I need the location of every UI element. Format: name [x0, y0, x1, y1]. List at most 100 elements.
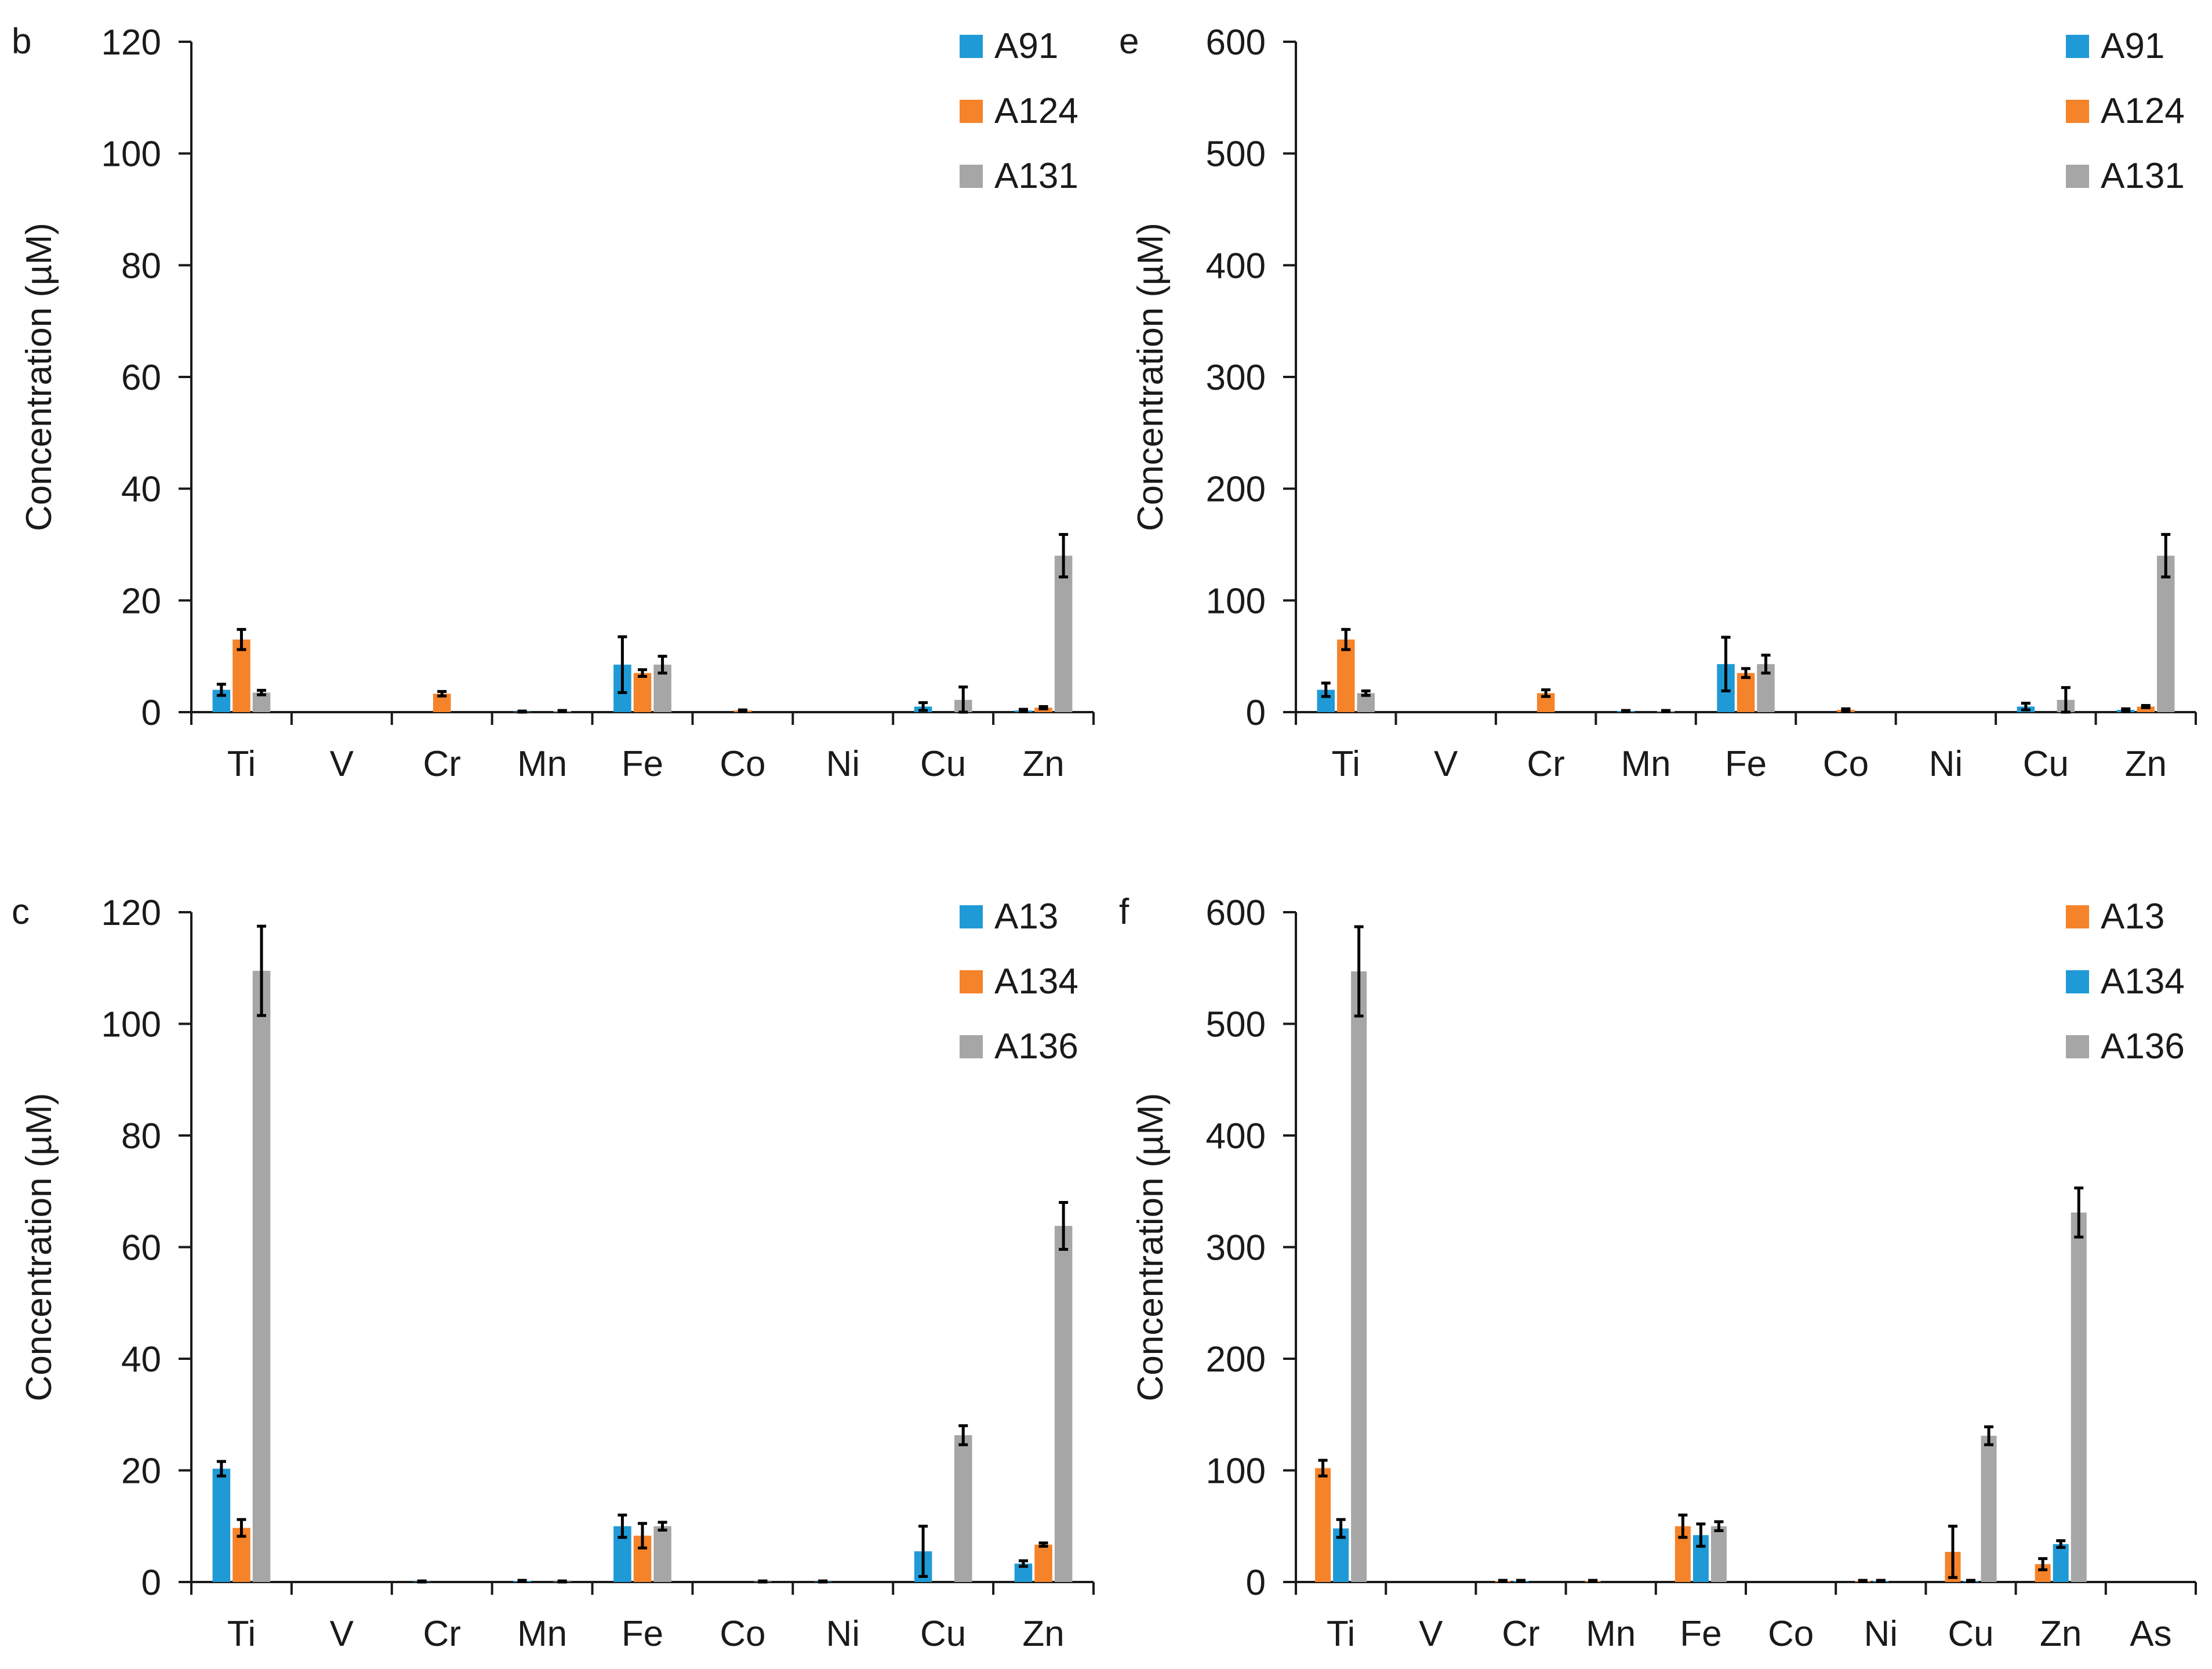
- x-tick-label: Ni: [826, 744, 860, 784]
- x-tick-label: Mn: [517, 744, 567, 784]
- y-tick-label: 600: [1206, 893, 1266, 933]
- bar-A136-Ti: [252, 971, 271, 1582]
- x-tick-label: Ni: [826, 1614, 860, 1654]
- bar-A136-Cu: [1981, 1435, 1997, 1582]
- series-A13: [212, 1460, 1033, 1584]
- y-tick-label: 500: [1206, 1005, 1266, 1045]
- bar-A131-Zn: [2157, 556, 2175, 712]
- chart-panel-e: e 0 100 200 300 400 500 600 Concentration (µM) Ti…: [1119, 21, 2197, 784]
- bar-A124-Ti: [233, 639, 250, 712]
- x-tick-label: Co: [1768, 1614, 1814, 1654]
- y-tick-label: 0: [1246, 693, 1266, 733]
- y-tick-label: 60: [121, 1228, 161, 1268]
- x-tick-label: Cu: [920, 1614, 966, 1654]
- legend-swatch: [2066, 35, 2089, 58]
- x-tick-label: Cu: [2023, 744, 2069, 784]
- y-tick-label: 100: [101, 135, 161, 175]
- chart-panel-f: f 0 100 200 300 400 500 600 Concentration (µM) Ti…: [1119, 892, 2197, 1654]
- x-tick-label: As: [2130, 1614, 2171, 1654]
- x-tick-label: V: [330, 1614, 354, 1654]
- x-tick-label: Cr: [1502, 1614, 1539, 1654]
- series-A131: [1357, 533, 2175, 714]
- legend-label: A131: [994, 156, 1078, 196]
- legend-swatch: [2066, 165, 2089, 188]
- y-tick-label: 0: [1246, 1563, 1266, 1603]
- y-axis-title: Concentration (µM): [1131, 223, 1171, 531]
- legend-swatch: [2066, 100, 2089, 123]
- series-A136: [252, 924, 1073, 1584]
- x-tick-label: Ni: [1929, 744, 1963, 784]
- bar-A134-Zn: [1034, 1544, 1052, 1582]
- legend-label: A124: [994, 91, 1078, 131]
- series-A91: [1317, 636, 2135, 713]
- chart-panel-c: c 0 20 40 60 80 100 120 Concentration (µM) Ti V Cr M…: [12, 892, 1095, 1654]
- x-tick-label: Mn: [517, 1614, 567, 1654]
- y-tick-label: 20: [121, 1452, 161, 1492]
- panel-label: b: [12, 21, 31, 61]
- chart-panel-b: b 0 20 40 60 80 100 120 Concentration (µM) Ti V Cr M…: [12, 21, 1095, 784]
- legend-swatch: [960, 970, 983, 993]
- y-tick-label: 400: [1206, 246, 1266, 286]
- x-tick-label: Ni: [1864, 1614, 1898, 1654]
- x-tick-label: Fe: [622, 1614, 663, 1654]
- x-tick-label: Mn: [1586, 1614, 1636, 1654]
- panel-label: f: [1119, 892, 1129, 932]
- y-tick-label: 80: [121, 1116, 161, 1156]
- x-tick-label: Co: [720, 1614, 765, 1654]
- legend: A91 A124 A131: [960, 26, 1078, 196]
- y-tick-label: 0: [141, 693, 161, 733]
- legend-label: A91: [2101, 26, 2164, 66]
- x-tick-label: Ti: [227, 744, 256, 784]
- legend-label: A124: [2101, 91, 2185, 131]
- y-tick-label: 80: [121, 246, 161, 286]
- x-tick-label: Cr: [423, 1614, 461, 1654]
- bar-A136-Ti: [1351, 971, 1367, 1582]
- series-A134: [1333, 1518, 2069, 1583]
- bar-A136-Fe: [653, 1526, 671, 1582]
- legend: A13 A134 A136: [960, 897, 1078, 1066]
- bar-A136-Cu: [954, 1435, 972, 1582]
- panel-label: e: [1119, 21, 1139, 61]
- legend-label: A91: [994, 26, 1058, 66]
- y-tick-label: 100: [101, 1005, 161, 1045]
- x-tick-label: Fe: [1725, 744, 1767, 784]
- series-A131: [252, 533, 1073, 714]
- y-tick-label: 0: [141, 1563, 161, 1603]
- bar-A134-Zn: [2053, 1544, 2069, 1582]
- x-tick-label: V: [330, 744, 354, 784]
- bar-A136-Zn: [1054, 1225, 1073, 1582]
- y-tick-label: 200: [1206, 470, 1266, 510]
- bar-A13-Ti: [212, 1468, 231, 1582]
- bar-A131-Zn: [1054, 556, 1073, 712]
- series-A91: [212, 635, 1033, 714]
- bar-A124-Fe: [1737, 673, 1755, 712]
- y-tick-label: 100: [1206, 1452, 1266, 1492]
- x-tick-label: Cu: [920, 744, 966, 784]
- x-tick-label: Ti: [227, 1614, 256, 1654]
- x-tick-label: Mn: [1621, 744, 1670, 784]
- series-A124: [233, 627, 1052, 713]
- legend-label: A13: [994, 897, 1058, 937]
- x-tick-label: Ti: [1332, 744, 1360, 784]
- x-tick-label: V: [1419, 1614, 1443, 1654]
- x-tick-label: Cu: [1948, 1614, 1993, 1654]
- y-tick-label: 40: [121, 470, 161, 510]
- x-tick-label: Cr: [1527, 744, 1564, 784]
- legend-label: A136: [994, 1026, 1078, 1066]
- y-tick-label: 20: [121, 581, 161, 621]
- series-A13: [1315, 1458, 2051, 1583]
- legend-swatch: [960, 165, 983, 188]
- legend-label: A13: [2101, 897, 2164, 937]
- y-tick-label: 40: [121, 1340, 161, 1380]
- y-tick-label: 60: [121, 358, 161, 398]
- y-tick-label: 120: [101, 893, 161, 933]
- series-A134: [233, 1518, 1052, 1582]
- y-axis-title: Concentration (µM): [19, 223, 59, 531]
- legend-swatch: [960, 1035, 983, 1058]
- y-tick-label: 100: [1206, 581, 1266, 621]
- legend-label: A136: [2101, 1026, 2185, 1066]
- y-tick-label: 500: [1206, 135, 1266, 175]
- legend-swatch: [960, 100, 983, 123]
- x-tick-label: Fe: [622, 744, 663, 784]
- y-tick-label: 600: [1206, 23, 1266, 63]
